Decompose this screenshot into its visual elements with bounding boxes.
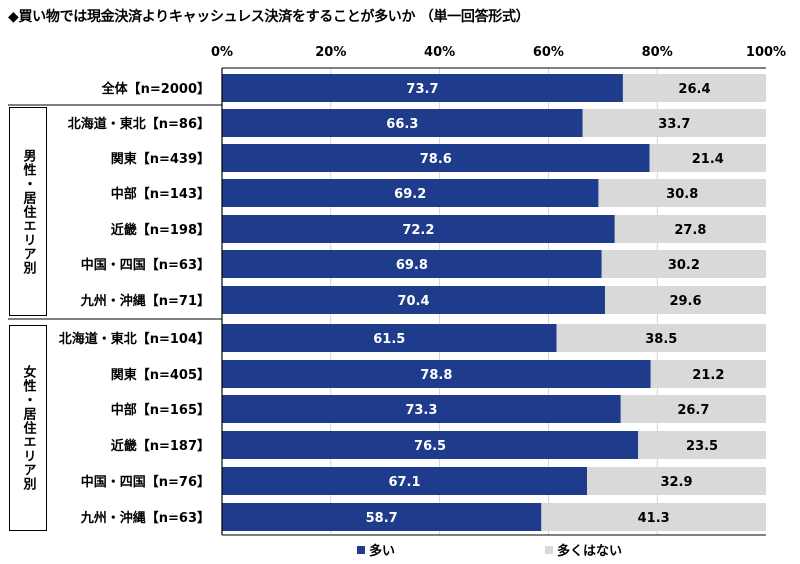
category-label: 関東【n=405】: [111, 367, 210, 383]
category-label: 関東【n=439】: [111, 151, 210, 167]
chart-title: ◆買い物では現金決済よりキャッシュレス決済をすることが多いか （単一回答形式）: [8, 9, 530, 25]
group-box-male: 男性・居住エリア別: [9, 107, 47, 316]
bar-series2: [601, 250, 766, 278]
category-label: 中部【n=165】: [111, 402, 210, 418]
legend-item-series1: 多い: [357, 540, 395, 559]
bar-series1: [222, 467, 588, 495]
bar-series2: [650, 360, 766, 388]
bar-series1: [222, 360, 651, 388]
data-label-series2: 38.5: [645, 332, 677, 347]
data-label-series2: 32.9: [660, 475, 692, 490]
x-tick-label: 20%: [315, 45, 346, 60]
data-label-series2: 27.8: [674, 223, 706, 238]
category-label: 中部【n=143】: [111, 186, 210, 202]
data-label-series1: 72.2: [402, 223, 434, 238]
data-label-series2: 26.7: [677, 403, 709, 418]
legend-swatch: [357, 545, 365, 554]
data-label-series2: 21.4: [692, 152, 724, 167]
bar-series1: [222, 286, 605, 314]
data-label-series1: 73.3: [405, 403, 437, 418]
bar-series1: [222, 324, 557, 352]
data-label-series1: 76.5: [414, 439, 446, 454]
x-tick-label: 80%: [642, 45, 673, 60]
data-label-series1: 70.4: [397, 294, 429, 309]
bar-series1: [222, 144, 650, 172]
category-label: 中国・四国【n=76】: [81, 474, 210, 490]
bar-series2: [556, 324, 766, 352]
data-label-series1: 73.7: [406, 82, 438, 97]
bar-series2: [587, 467, 766, 495]
legend-item-series2: 多くはない: [545, 540, 622, 559]
bar-series2: [541, 503, 766, 531]
data-label-series1: 69.2: [394, 187, 426, 202]
bar-series2: [649, 144, 766, 172]
category-label: 九州・沖縄【n=71】: [80, 293, 210, 309]
x-tick-label: 60%: [533, 45, 564, 60]
data-label-series2: 26.4: [678, 82, 710, 97]
data-label-series1: 58.7: [366, 511, 398, 526]
category-label: 九州・沖縄【n=63】: [80, 510, 210, 526]
bar-series1: [222, 74, 623, 102]
bar-series1: [222, 250, 602, 278]
x-tick-label: 40%: [424, 45, 455, 60]
data-label-series1: 61.5: [373, 332, 405, 347]
group-label-female: 女性・居住エリア別: [20, 365, 36, 491]
data-label-series2: 41.3: [638, 511, 670, 526]
bar-series2: [604, 286, 766, 314]
category-label: 近畿【n=198】: [111, 222, 210, 238]
x-tick-label: 100%: [746, 45, 786, 60]
category-label: 北海道・東北【n=104】: [59, 331, 210, 347]
data-label-series2: 21.2: [692, 368, 724, 383]
group-label-male: 男性・居住エリア別: [20, 148, 36, 275]
data-label-series1: 67.1: [388, 475, 420, 490]
data-label-series1: 69.8: [396, 258, 428, 273]
category-label: 北海道・東北【n=86】: [68, 116, 210, 132]
bar-series1: [222, 179, 599, 207]
category-label: 全体【n=2000】: [101, 81, 210, 97]
bar-series1: [222, 109, 583, 137]
x-tick-label: 0%: [211, 45, 233, 60]
bar-series1: [222, 395, 621, 423]
data-label-series1: 78.6: [420, 152, 452, 167]
bar-series2: [598, 179, 766, 207]
legend-swatch: [545, 545, 553, 554]
data-label-series2: 33.7: [658, 117, 690, 132]
data-label-series1: 78.8: [420, 368, 452, 383]
category-label: 中国・四国【n=63】: [81, 257, 210, 273]
bar-series1: [222, 503, 542, 531]
category-label: 近畿【n=187】: [111, 438, 210, 454]
data-label-series2: 30.2: [668, 258, 700, 273]
bar-series2: [638, 431, 766, 459]
data-label-series1: 66.3: [386, 117, 418, 132]
legend-label: 多くはない: [557, 544, 623, 559]
legend-label: 多い: [369, 544, 396, 559]
data-label-series2: 23.5: [686, 439, 718, 454]
bar-series1: [222, 431, 639, 459]
bar-series2: [622, 74, 766, 102]
data-label-series2: 30.8: [666, 187, 698, 202]
data-label-series2: 29.6: [669, 294, 701, 309]
bar-series2: [620, 395, 766, 423]
bar-series2: [614, 215, 766, 243]
bar-series2: [582, 109, 766, 137]
group-box-female: 女性・居住エリア別: [9, 325, 47, 531]
bar-series1: [222, 215, 615, 243]
